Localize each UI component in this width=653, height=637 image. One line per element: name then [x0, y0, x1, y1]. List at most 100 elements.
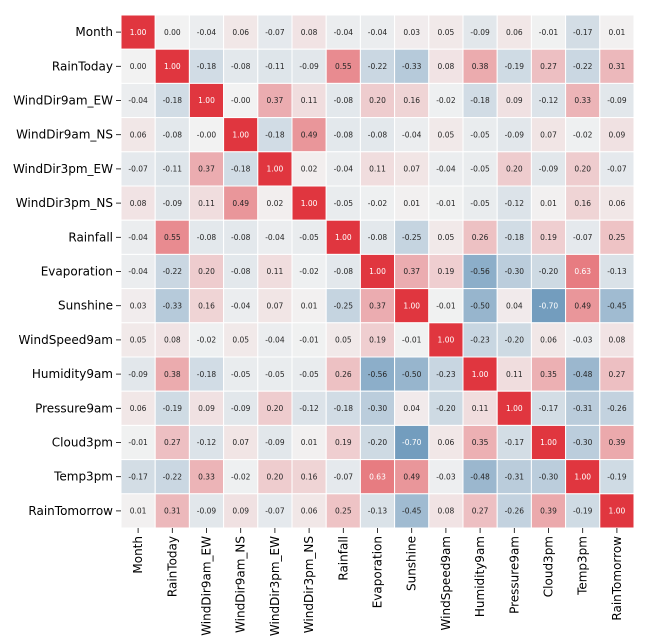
heatmap-cell-label: -0.08 [334, 96, 354, 105]
heatmap-cell-label: 0.31 [164, 507, 181, 516]
heatmap-cell-label: 0.03 [403, 28, 420, 37]
heatmap-cell-label: 0.26 [472, 233, 489, 242]
heatmap-cell [565, 117, 601, 153]
heatmap-cell-label: 0.26 [335, 370, 352, 379]
heatmap-cell-label: -0.08 [368, 233, 388, 242]
heatmap-cell-label: 0.11 [267, 267, 284, 276]
x-tick-label: RainTomorrow [610, 536, 624, 621]
heatmap-cell [325, 459, 361, 495]
heatmap-cell-label: 0.20 [267, 472, 284, 481]
heatmap-cell-label: -0.20 [368, 438, 388, 447]
heatmap-cell [154, 185, 190, 221]
heatmap-cell-label: -0.03 [573, 336, 593, 345]
heatmap-cell-label: 0.06 [609, 199, 626, 208]
heatmap-cell [291, 151, 327, 187]
x-tick-label: RainToday [165, 536, 179, 597]
heatmap-cell-label: 1.00 [369, 267, 386, 276]
heatmap-cell [530, 322, 567, 358]
heatmap-cell [394, 219, 430, 255]
heatmap-cell [325, 493, 361, 529]
heatmap-cell-label: -0.09 [607, 96, 627, 105]
heatmap-cell [291, 219, 327, 255]
heatmap-cell-label: -0.01 [402, 336, 422, 345]
heatmap-cell-label: 0.01 [540, 199, 557, 208]
heatmap-cell [599, 390, 635, 426]
heatmap-cell-label: -0.01 [299, 336, 319, 345]
heatmap-cell-label: 0.31 [609, 62, 626, 71]
heatmap-cell-label: -0.08 [231, 267, 251, 276]
heatmap-cell-label: -0.19 [607, 472, 627, 481]
heatmap-cell-label: -0.18 [197, 62, 217, 71]
heatmap-cell-label: 0.37 [198, 165, 215, 174]
heatmap-cell [599, 459, 635, 495]
heatmap-cell [291, 48, 327, 84]
heatmap-cell [120, 117, 156, 153]
heatmap-cell-label: 0.20 [198, 267, 215, 276]
heatmap-cell-label: -0.30 [539, 472, 559, 481]
x-tick-label: WindSpeed9am [439, 536, 453, 630]
heatmap-cell [599, 82, 635, 119]
heatmap-cell-label: 0.06 [232, 28, 249, 37]
x-tick-label: Evaporation [371, 536, 385, 608]
heatmap-cell-label: 0.27 [164, 438, 181, 447]
heatmap-cell [359, 219, 396, 255]
heatmap-cell-label: 0.06 [506, 28, 523, 37]
heatmap-cell-label: -0.05 [299, 370, 319, 379]
heatmap-cell-label: -0.02 [436, 96, 456, 105]
heatmap-cell-label: -0.09 [163, 199, 183, 208]
heatmap-cell-label: -0.00 [231, 96, 251, 105]
x-tick-label: WindDir9am_EW [200, 536, 214, 636]
heatmap-cell [188, 322, 225, 358]
heatmap-cell [496, 151, 532, 187]
heatmap-cell [565, 185, 601, 221]
heatmap-cell [428, 117, 464, 153]
heatmap-cell [428, 14, 464, 50]
heatmap-cell-label: -0.08 [231, 62, 251, 71]
heatmap-cell-label: 0.37 [403, 267, 420, 276]
heatmap-cell-label: 0.08 [438, 62, 455, 71]
heatmap-cell [154, 459, 190, 495]
heatmap-cell [257, 219, 293, 255]
heatmap-cell-label: -0.22 [573, 62, 593, 71]
heatmap-cell-label: 0.08 [130, 199, 147, 208]
heatmap-cell-label: -0.33 [163, 301, 183, 310]
heatmap-cell-label: -0.05 [470, 165, 490, 174]
heatmap-cell [530, 424, 567, 461]
heatmap-cell-label: -0.13 [607, 267, 627, 276]
heatmap-cell [120, 493, 156, 529]
heatmap-cell-label: 1.00 [301, 199, 318, 208]
heatmap-cell-label: -0.09 [265, 438, 285, 447]
heatmap-cell [565, 14, 601, 50]
heatmap-cell [291, 82, 327, 119]
heatmap-cell [325, 82, 361, 119]
heatmap-cell-label: -0.26 [607, 404, 627, 413]
heatmap-cell [496, 459, 532, 495]
heatmap-cell-label: -0.50 [470, 301, 490, 310]
heatmap-cell-label: 0.20 [506, 165, 523, 174]
heatmap-cell-label: -0.09 [128, 370, 148, 379]
heatmap-cell [462, 390, 498, 426]
heatmap-cell-label: 0.37 [267, 96, 284, 105]
heatmap-cell [120, 424, 156, 461]
heatmap-cell-label: -0.07 [265, 507, 285, 516]
x-tick-label: WindDir3pm_NS [302, 536, 316, 633]
heatmap-cell [496, 14, 532, 50]
heatmap-cell-label: -0.18 [231, 165, 251, 174]
heatmap-cell [599, 185, 635, 221]
y-tick-label: Evaporation [41, 265, 113, 279]
heatmap-cell-label: -0.70 [402, 438, 422, 447]
heatmap-cell-label: -0.01 [436, 199, 456, 208]
heatmap-cell-label: 0.63 [369, 472, 386, 481]
heatmap-cell [530, 390, 567, 426]
heatmap-cell-label: 0.20 [267, 404, 284, 413]
heatmap-cell-label: 0.02 [301, 165, 318, 174]
heatmap-cell [599, 219, 635, 255]
heatmap-cell-label: 1.00 [335, 233, 352, 242]
heatmap-cell-label: -0.18 [505, 233, 525, 242]
heatmap-cell [394, 151, 430, 187]
heatmap-cell-label: -0.48 [470, 472, 490, 481]
heatmap-cell [428, 185, 464, 221]
heatmap-cell-label: 0.16 [574, 199, 591, 208]
heatmap-cell [462, 356, 498, 392]
